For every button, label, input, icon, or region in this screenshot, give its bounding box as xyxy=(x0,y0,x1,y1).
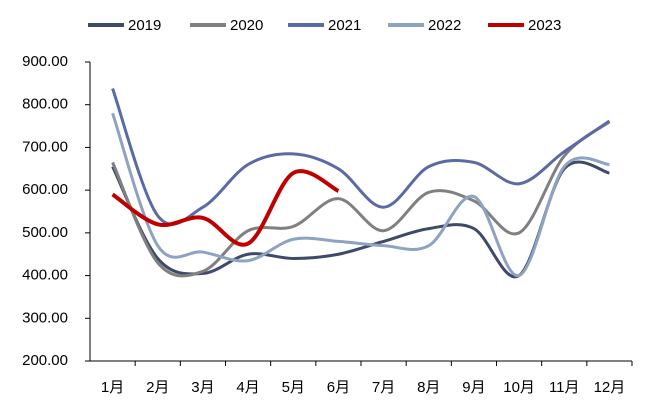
y-tick-label: 600.00 xyxy=(22,181,68,198)
legend-label: 2023 xyxy=(528,17,561,34)
x-tick-label: 7月 xyxy=(372,379,395,396)
x-tick-label: 8月 xyxy=(417,379,440,396)
y-tick-label: 700.00 xyxy=(22,138,68,155)
x-tick-label: 1月 xyxy=(101,379,124,396)
legend-label: 2020 xyxy=(230,17,263,34)
x-tick-label: 5月 xyxy=(282,379,305,396)
x-tick-label: 10月 xyxy=(503,379,535,396)
series-line xyxy=(111,112,610,278)
y-tick-label: 900.00 xyxy=(22,53,68,70)
x-tick-label: 12月 xyxy=(594,379,626,396)
legend-label: 2019 xyxy=(128,17,161,34)
legend-label: 2022 xyxy=(428,17,461,34)
series-line xyxy=(111,120,611,278)
series-line xyxy=(111,169,340,247)
y-tick-label: 300.00 xyxy=(22,309,68,326)
y-tick-label: 500.00 xyxy=(22,224,68,241)
x-tick-label: 2月 xyxy=(146,379,169,396)
series-line xyxy=(111,87,611,226)
x-tick-label: 4月 xyxy=(236,379,259,396)
y-tick-label: 400.00 xyxy=(22,267,68,284)
x-tick-label: 11月 xyxy=(549,379,580,396)
x-tick-label: 3月 xyxy=(191,379,214,396)
legend-label: 2021 xyxy=(328,17,361,34)
y-tick-label: 200.00 xyxy=(22,352,68,369)
x-tick-label: 6月 xyxy=(327,379,350,396)
x-tick-label: 9月 xyxy=(462,379,485,396)
y-tick-label: 800.00 xyxy=(22,96,68,113)
